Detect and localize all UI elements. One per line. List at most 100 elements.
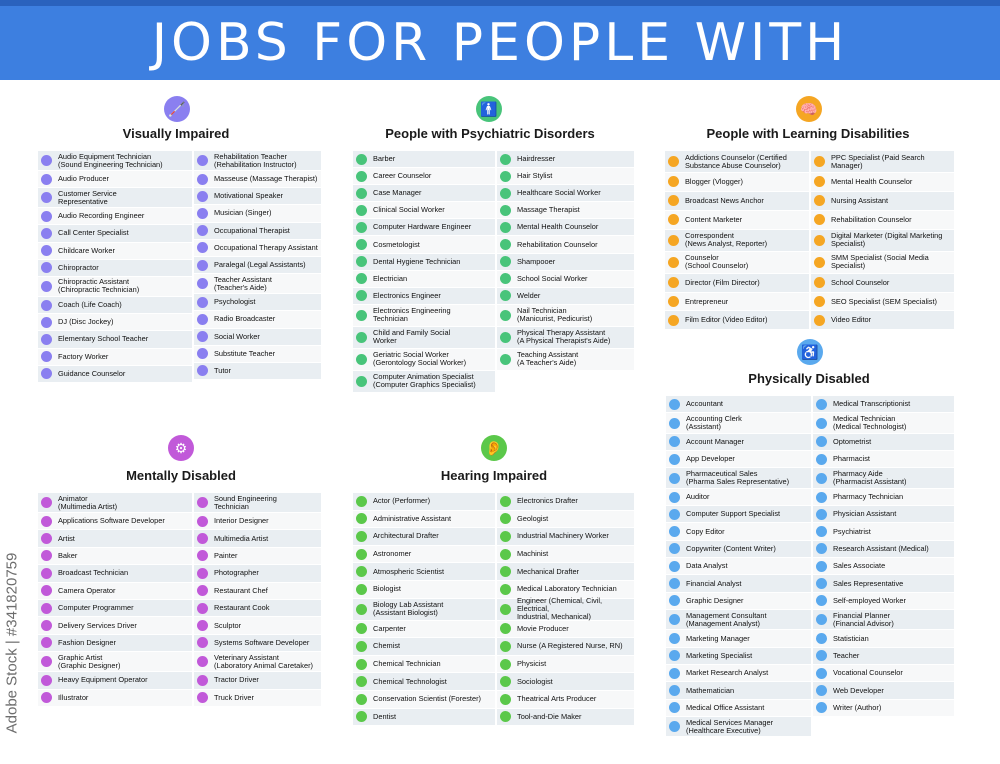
job-icon — [356, 548, 367, 560]
job-item: SEO Specialist (SEM Specialist) — [811, 292, 954, 312]
job-icon — [669, 472, 680, 484]
job-icon — [500, 153, 511, 165]
job-item: Occupational Therapist — [194, 222, 321, 240]
job-item: Optometrist — [813, 433, 954, 452]
job-label: Graphic Designer — [686, 595, 744, 605]
job-item: Industrial Machinery Worker — [497, 528, 634, 546]
job-icon — [41, 620, 52, 632]
job-label: Musician (Singer) — [214, 208, 272, 218]
job-item: Teacher Assistant (Teacher's Aide) — [194, 274, 321, 295]
job-item: Elementary School Teacher — [38, 331, 192, 349]
job-icon — [197, 515, 208, 527]
job-item: Data Analyst — [666, 558, 811, 576]
job-icon — [41, 637, 52, 649]
job-label: Vocational Counselor — [833, 668, 903, 678]
job-icon — [816, 453, 827, 465]
job-icon — [500, 693, 511, 705]
job-item: School Social Worker — [497, 270, 634, 288]
title-banner: JOBS FOR PEOPLE WITH DISABILITIES — [0, 0, 1000, 147]
job-label: Coach (Life Coach) — [58, 300, 122, 310]
job-label: Financial Analyst — [686, 578, 742, 588]
job-icon — [41, 550, 52, 562]
job-icon — [500, 331, 511, 343]
job-icon — [356, 495, 367, 507]
job-icon — [669, 526, 680, 538]
job-label: Data Analyst — [686, 561, 728, 571]
job-label: Sociologist — [517, 676, 553, 686]
job-icon — [197, 259, 208, 271]
job-item: Sound Engineering Technician — [194, 493, 321, 513]
job-item: Correspondent (News Analyst, Reporter) — [665, 229, 809, 252]
job-label: Chemical Technologist — [373, 676, 447, 686]
job-icon — [41, 497, 52, 508]
job-item: Chiropractic Assistant (Chiropractic Tec… — [38, 276, 192, 297]
job-label: School Counselor — [831, 277, 890, 287]
job-icon — [816, 633, 827, 645]
job-label: Geologist — [517, 513, 549, 523]
job-label: Baker — [58, 550, 78, 560]
job-item: SMM Specialist (Social Media Specialist) — [811, 251, 954, 274]
job-label: Medical Transcriptionist — [833, 399, 911, 409]
job-item: Child and Family Social Worker — [353, 326, 495, 349]
wheelchair-icon: ♿ — [797, 339, 823, 365]
watermark-text: Adobe Stock | #341820759 — [3, 552, 21, 734]
job-item: Broadcast Technician — [38, 565, 192, 583]
job-item: Audio Producer — [38, 171, 192, 189]
job-icon — [500, 221, 511, 233]
job-icon — [197, 173, 208, 185]
job-item: Biologist — [353, 580, 495, 599]
job-label: Mathematician — [686, 685, 735, 695]
job-label: Computer Support Specialist — [686, 509, 781, 519]
job-item: Career Counselor — [353, 168, 495, 186]
job-item: Counselor (School Counselor) — [665, 251, 809, 274]
job-label: Rehabilitation Counselor — [517, 239, 598, 249]
job-icon — [814, 296, 825, 307]
job-label: Research Assistant (Medical) — [833, 543, 929, 553]
job-icon — [816, 685, 827, 696]
job-icon — [41, 515, 52, 527]
job-item: Painter — [194, 547, 321, 566]
job-item: Shampooer — [497, 253, 634, 271]
job-icon — [669, 543, 680, 555]
job-icon — [500, 256, 511, 268]
job-label: Film Editor (Video Editor) — [685, 315, 768, 325]
job-label: Psychiatrist — [833, 526, 871, 536]
job-label: Marketing Manager — [686, 633, 750, 643]
job-icon — [500, 711, 511, 723]
job-item: Mechanical Drafter — [497, 563, 634, 581]
job-item: Audio Equipment Technician (Sound Engine… — [38, 151, 192, 171]
job-item: Clinical Social Worker — [353, 202, 495, 220]
job-icon — [500, 239, 511, 251]
job-item: Customer Service Representative — [38, 188, 192, 209]
head-gears-icon: ⚙ — [168, 435, 194, 461]
job-label: Hairdresser — [517, 154, 556, 164]
job-label: Career Counselor — [373, 171, 432, 181]
job-icon — [356, 204, 367, 216]
job-label: School Social Worker — [517, 273, 588, 283]
job-label: Masseuse (Massage Therapist) — [214, 174, 318, 184]
job-label: Heavy Equipment Operator — [58, 675, 148, 685]
job-item: Financial Analyst — [666, 575, 811, 593]
job-icon — [41, 262, 52, 274]
job-label: Paralegal (Legal Assistants) — [214, 260, 306, 270]
job-icon — [197, 331, 208, 343]
job-item: Animator (Multimedia Artist) — [38, 493, 192, 513]
job-item: Physician Assistant — [813, 506, 954, 524]
job-item: Welder — [497, 287, 634, 305]
job-label: Astronomer — [373, 549, 412, 559]
job-item: Barber — [353, 151, 495, 169]
job-icon — [41, 368, 52, 380]
job-icon — [816, 560, 827, 572]
job-icon — [500, 530, 511, 542]
job-item: Chiropractor — [38, 259, 192, 277]
job-item: Graphic Designer — [666, 592, 811, 610]
job-icon — [814, 314, 825, 326]
job-icon — [197, 550, 208, 562]
job-item: Baker — [38, 547, 192, 566]
job-icon — [814, 234, 825, 246]
job-icon — [816, 614, 827, 626]
job-icon — [41, 533, 52, 545]
job-item: Carpenter — [353, 620, 495, 639]
job-item: Delivery Services Driver — [38, 617, 192, 635]
job-icon — [668, 156, 679, 167]
